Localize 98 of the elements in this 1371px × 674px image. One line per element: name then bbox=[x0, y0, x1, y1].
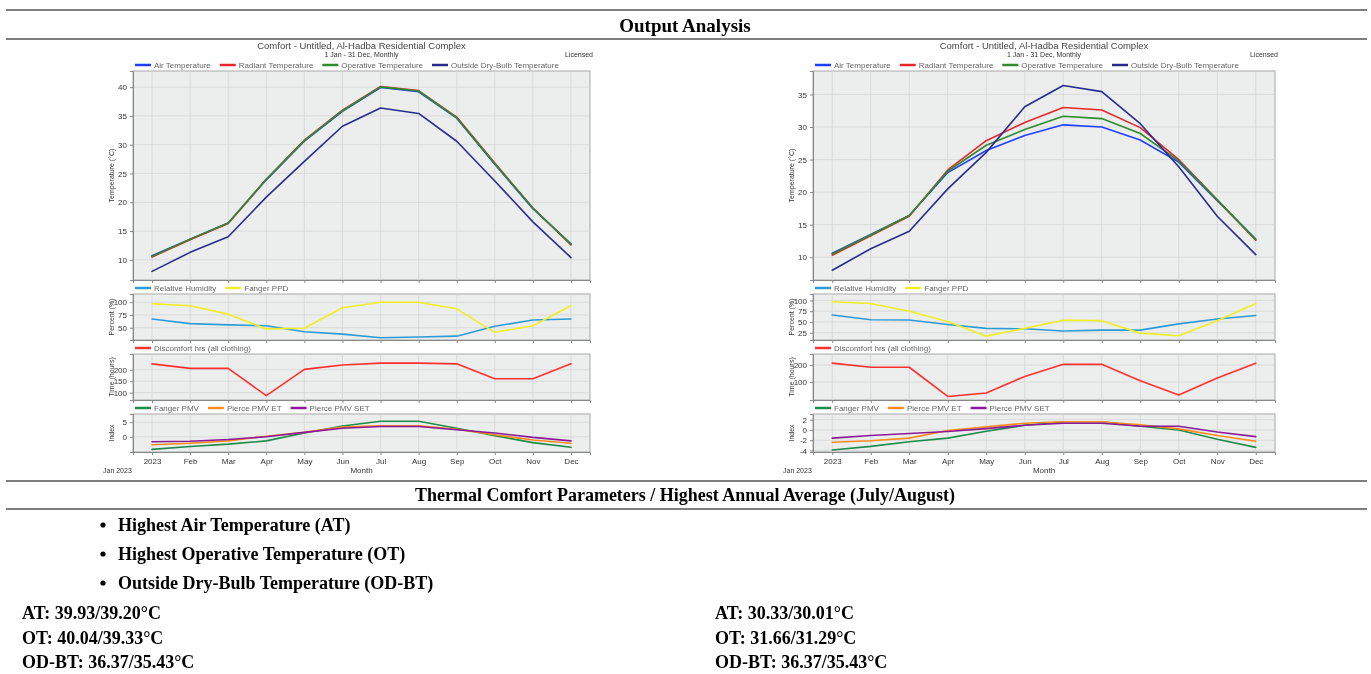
line-series bbox=[151, 107, 572, 273]
legend-label: Relative Humidity bbox=[154, 284, 217, 293]
legend-label: Relative Humidity bbox=[834, 284, 897, 293]
x-tick-label: Apr bbox=[942, 456, 955, 466]
line-series bbox=[151, 318, 572, 339]
y-tick-label: 25 bbox=[118, 169, 128, 179]
line-series bbox=[831, 300, 1257, 337]
x-axis-title: Month bbox=[350, 466, 373, 475]
y-tick-label: -2 bbox=[799, 436, 808, 446]
legend-label: Pierce PMV ET bbox=[226, 404, 282, 413]
y-tick-label: 30 bbox=[118, 140, 128, 150]
x-tick-label: Feb bbox=[183, 456, 199, 466]
y-tick-label: 75 bbox=[118, 311, 128, 321]
legend-label: Fanger PMV bbox=[154, 404, 200, 413]
x-axis-title: Month bbox=[1032, 466, 1056, 475]
x-tick-label: Oct bbox=[1173, 456, 1187, 466]
line-series bbox=[831, 362, 1257, 398]
y-tick-label: 5 bbox=[122, 418, 128, 428]
legend-label: Radiant Temperature bbox=[918, 61, 994, 70]
legend-label: Operative Temperature bbox=[341, 61, 424, 70]
y-tick-label: 100 bbox=[793, 296, 808, 306]
x-tick-label: 2023 bbox=[143, 456, 162, 466]
y-tick-label: 30 bbox=[798, 123, 808, 133]
y-tick-label: 200 bbox=[793, 361, 808, 371]
x-tick-label: Jun bbox=[1018, 456, 1032, 466]
text: OD-BT: 36.37/35.43°C bbox=[22, 652, 195, 672]
chart-title: Comfort - Untitled, Al-Hadba Residential Complex bbox=[257, 40, 467, 51]
y-tick-label: 0 bbox=[122, 432, 128, 442]
y-tick-label: 25 bbox=[798, 328, 808, 338]
y-tick-label: 200 bbox=[113, 365, 128, 375]
x-tick-label: Jun bbox=[336, 456, 350, 466]
legend-label: Air Temperature bbox=[154, 61, 212, 70]
y-tick-label: 50 bbox=[798, 318, 808, 327]
line-series bbox=[831, 84, 1257, 272]
text: OD-BT: 36.37/35.43°C bbox=[715, 652, 888, 672]
y-tick-label: 25 bbox=[798, 155, 808, 165]
x-tick-label: Nov bbox=[1210, 456, 1225, 466]
y-tick-label: 35 bbox=[118, 111, 128, 121]
x-tick-label: Jul bbox=[375, 456, 387, 466]
y-tick-label: 2 bbox=[802, 415, 808, 425]
y-tick-label: 40 bbox=[118, 83, 128, 93]
x-tick-label: Dec bbox=[1249, 456, 1264, 466]
x-tick-label: May bbox=[297, 456, 313, 466]
x-tick-label: Aug bbox=[412, 456, 427, 466]
y-tick-label: -4 bbox=[799, 446, 808, 456]
x-tick-label: Mar bbox=[902, 456, 917, 466]
y-tick-label: 100 bbox=[113, 388, 128, 398]
text: OT: 40.04/39.33°C bbox=[22, 627, 164, 648]
x-tick-label: Oct bbox=[489, 456, 503, 466]
x-tick-label: 2023 bbox=[823, 456, 843, 466]
text: Highest Air Temperature (AT) bbox=[118, 515, 351, 536]
legend-label: Pierce PMV SET bbox=[989, 404, 1050, 413]
line-series bbox=[831, 314, 1257, 332]
legend-label: Discomfort hrs (all clothing) bbox=[154, 344, 252, 353]
x-tick-label: Sep bbox=[1133, 456, 1149, 466]
text: Output Analysis bbox=[619, 15, 751, 36]
line-series bbox=[151, 362, 572, 397]
line-series bbox=[831, 420, 1257, 444]
text: Thermal Comfort Parameters / Highest Annual Average (July/August) bbox=[414, 485, 956, 506]
y-tick-label: 10 bbox=[118, 255, 128, 265]
y-tick-label: 0 bbox=[802, 425, 808, 435]
x-tick-label: Dec bbox=[564, 456, 579, 466]
legend-label: Air Temperature bbox=[834, 61, 892, 70]
y-tick-label: 100 bbox=[793, 378, 808, 388]
legend-label: Operative Temperature bbox=[1021, 61, 1104, 70]
y-tick-label: 15 bbox=[118, 227, 128, 237]
x-tick-label: Sep bbox=[450, 456, 465, 466]
legend-label: Radiant Temperature bbox=[238, 61, 314, 70]
y-tick-label: 35 bbox=[798, 90, 808, 100]
chart-title: Comfort - Untitled, Al-Hadba Residential Complex bbox=[939, 40, 1149, 51]
legend-label: Outside Dry-Bulb Temperature bbox=[451, 61, 560, 70]
text: Outside Dry-Bulb Temperature (OD-BT) bbox=[118, 573, 434, 594]
legend-label: Fanger PPD bbox=[924, 284, 969, 293]
y-tick-label: 20 bbox=[798, 188, 808, 198]
legend-label: Discomfort hrs (all clothing) bbox=[834, 344, 932, 353]
x-tick-label: Nov bbox=[526, 456, 541, 466]
x-tick-label: Aug bbox=[1095, 456, 1110, 466]
y-tick-label: 75 bbox=[798, 307, 808, 317]
legend-label: Fanger PMV bbox=[834, 404, 880, 413]
line-series bbox=[151, 301, 572, 334]
y-tick-label: 50 bbox=[118, 323, 128, 333]
x-tick-label: Feb bbox=[864, 456, 879, 466]
text: OT: 31.66/31.29°C bbox=[715, 627, 857, 648]
legend-label: Fanger PPD bbox=[244, 284, 289, 293]
x-tick-label: Mar bbox=[221, 456, 236, 466]
y-tick-label: 10 bbox=[798, 253, 808, 263]
legend-label: Pierce PMV SET bbox=[309, 404, 370, 413]
x-tick-label: Jul bbox=[1058, 456, 1070, 466]
x-tick-label: Apr bbox=[260, 456, 274, 466]
text: AT: 39.93/39.20°C bbox=[22, 603, 162, 623]
text: AT: 30.33/30.01°C bbox=[715, 603, 855, 623]
x-tick-label: May bbox=[979, 456, 995, 466]
legend-label: Outside Dry-Bulb Temperature bbox=[1131, 61, 1240, 70]
text: Highest Operative Temperature (OT) bbox=[118, 544, 406, 565]
y-tick-label: 20 bbox=[118, 198, 128, 208]
legend-label: Pierce PMV ET bbox=[906, 404, 962, 413]
y-tick-label: 15 bbox=[798, 220, 808, 230]
line-series bbox=[831, 422, 1257, 439]
